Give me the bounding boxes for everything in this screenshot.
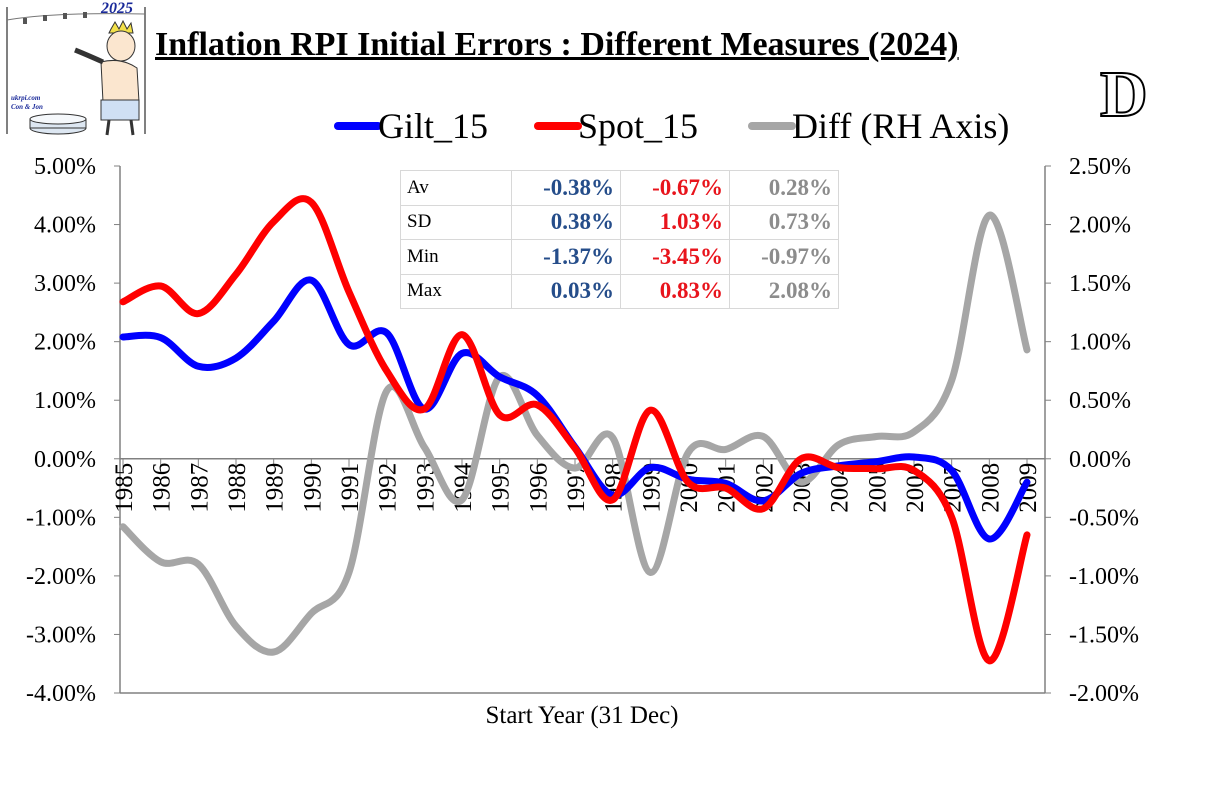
stats-label: Av [400, 170, 512, 206]
y-left-tick-label: -1.00% [26, 505, 96, 531]
logo-site-line2: Con & Jon [11, 103, 43, 111]
x-tick-label: 2008 [977, 463, 1004, 513]
logo-cartoon-icon [6, 7, 146, 136]
logo-site-line1: ukrpi.com [11, 94, 41, 102]
y-right-tick-label: -1.00% [1069, 564, 1139, 590]
x-tick-label: 1987 [186, 463, 213, 513]
y-left-tick-label: 0.00% [34, 447, 96, 473]
stats-value-diff: 0.73% [729, 204, 839, 240]
y-left-tick-label: 1.00% [34, 388, 96, 414]
stats-value-spot: 0.83% [620, 273, 730, 309]
y-left-tick-label: -3.00% [26, 622, 96, 648]
y-left-tick-label: 3.00% [34, 271, 96, 297]
y-left-tick-label: 2.00% [34, 330, 96, 356]
series-line-1 [119, 195, 1031, 665]
y-right-tick-label: 1.50% [1069, 271, 1131, 297]
x-tick-label: 1985 [111, 463, 138, 513]
stats-row: Max 0.03% 0.83% 2.08% [400, 273, 839, 309]
stats-value-gilt: -0.38% [511, 170, 621, 206]
legend-label-1: Spot_15 [578, 106, 698, 146]
y-right-tick-label: -2.00% [1069, 681, 1139, 707]
logo-year: 2025 [101, 0, 133, 17]
y-right-tick-label: 0.50% [1069, 388, 1131, 414]
x-axis-label: Start Year (31 Dec) [485, 702, 678, 729]
x-tick-label: 1988 [224, 463, 251, 513]
x-tick-label: 1996 [525, 463, 552, 513]
stats-label: SD [400, 204, 512, 240]
logo-site: ukrpi.com Con & Jon [11, 94, 43, 112]
stats-value-spot: -3.45% [620, 239, 730, 275]
stats-row: Min -1.37% -3.45% -0.97% [400, 239, 839, 275]
legend-label-2: Diff (RH Axis) [792, 106, 1009, 146]
y-left-tick-label: 4.00% [34, 213, 96, 239]
stats-value-diff: 2.08% [729, 273, 839, 309]
y-right-tick-label: 1.00% [1069, 330, 1131, 356]
stats-row: Av -0.38% -0.67% 0.28% [400, 170, 839, 206]
stats-label: Max [400, 273, 512, 309]
series-line-2 [119, 211, 1031, 656]
legend-label-0: Gilt_15 [378, 106, 488, 146]
y-right-tick-label: 2.50% [1069, 154, 1131, 180]
y-left-tick-label: -2.00% [26, 564, 96, 590]
stats-value-gilt: -1.37% [511, 239, 621, 275]
y-right-tick-label: 0.00% [1069, 447, 1131, 473]
x-tick-label: 1995 [488, 463, 515, 513]
y-right-tick-label: -0.50% [1069, 505, 1139, 531]
x-tick-label: 1986 [149, 463, 176, 513]
stats-value-gilt: 0.03% [511, 273, 621, 309]
x-tick-label: 1992 [375, 463, 402, 513]
x-tick-label: 1991 [337, 463, 364, 513]
y-left-tick-label: -4.00% [26, 681, 96, 707]
stats-row: SD 0.38% 1.03% 0.73% [400, 204, 839, 240]
stats-label: Min [400, 239, 512, 275]
x-tick-label: 1989 [262, 463, 289, 513]
stats-value-spot: -0.67% [620, 170, 730, 206]
stats-value-diff: -0.97% [729, 239, 839, 275]
legend: Gilt_15 Spot_15 Diff (RH Axis) [334, 106, 1009, 146]
stats-table: Av -0.38% -0.67% 0.28% SD 0.38% 1.03% 0.73% Min -… [400, 170, 839, 309]
stats-value-gilt: 0.38% [511, 204, 621, 240]
chart-title: Inflation RPI Initial Errors : Different… [155, 26, 959, 63]
y-left-tick-label: 5.00% [34, 154, 96, 180]
stats-value-diff: 0.28% [729, 170, 839, 206]
series-lines [119, 195, 1031, 665]
ukrpi-logo: 2025 ukrpi.com Con & Jon [3, 0, 151, 140]
stats-value-spot: 1.03% [620, 204, 730, 240]
y-right-tick-label: 2.00% [1069, 213, 1131, 239]
axes: 5.00% 4.00% 3.00% 2.00% 1.00% 0.00% -1.00% -2.0… [26, 154, 1139, 707]
panel-letter: D [1099, 58, 1149, 131]
x-tick-label: 1990 [299, 463, 326, 513]
y-right-tick-label: -1.50% [1069, 622, 1139, 648]
